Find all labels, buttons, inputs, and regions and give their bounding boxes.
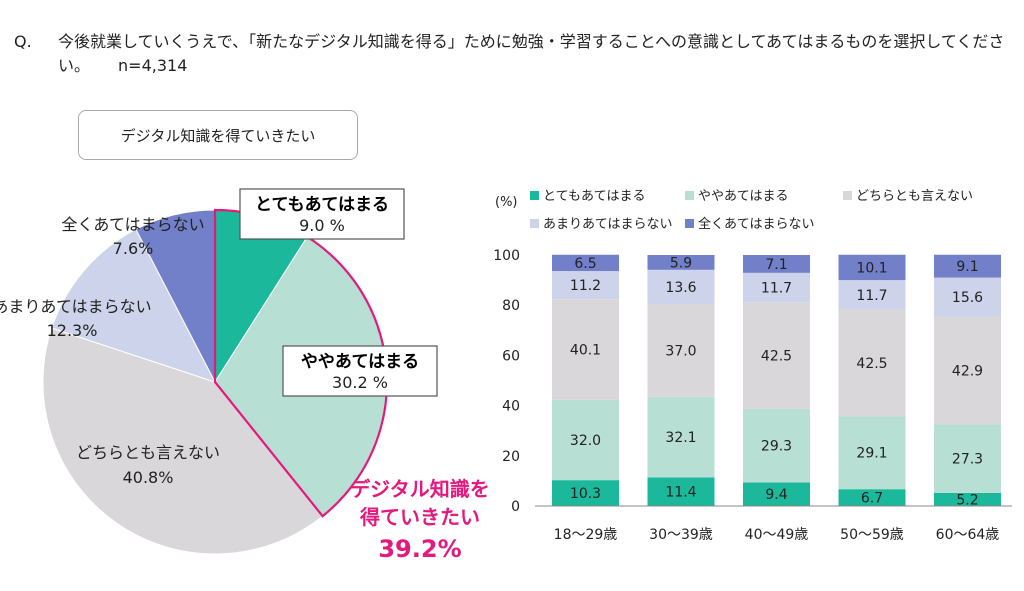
pie-value-label-neither: 40.8% [123, 468, 174, 487]
legend-label-very: とてもあてはまる [543, 189, 645, 204]
question-body: 今後就業していくうえで、「新たなデジタル知識を得る」ために勉強・学習することへの… [58, 32, 1005, 75]
bar-segment-not-at-all [838, 254, 906, 281]
bar-segment-somewhat [552, 399, 619, 481]
bar-segment-not-much [838, 280, 906, 310]
x-category-label: 18～29歳 [554, 527, 618, 543]
bar-segment-not-at-all [647, 255, 715, 270]
bar-value-label: 6.7 [861, 491, 883, 507]
bar-segment-not-much [743, 272, 810, 303]
bar-value-label: 37.0 [665, 343, 696, 359]
pie-slice-neither [42, 327, 324, 555]
bar-segment-neither [647, 303, 715, 397]
chart-unit-label: (%) [495, 195, 518, 210]
legend-label-somewhat: ややあてはまる [698, 189, 788, 204]
bar-segment-not-at-all [552, 254, 619, 272]
bar-value-label: 9.4 [765, 487, 787, 503]
y-tick-label: 40 [502, 399, 520, 415]
pie-slice-not-much [51, 228, 217, 383]
bar-value-label: 42.5 [761, 349, 792, 365]
pie-label-box-very [239, 188, 405, 240]
bar-segment-somewhat [838, 416, 906, 490]
bar-value-label: 11.7 [761, 281, 792, 297]
pie-category-label-not-much: あまりあてはまらない [0, 297, 152, 316]
bar-value-label: 15.6 [952, 290, 983, 306]
pie-category-label-neither: どちらとも言えない [76, 443, 220, 462]
bar-segment-very [647, 477, 715, 506]
pie-value-label-not-at-all: 7.6% [113, 239, 154, 258]
bar-value-label: 10.3 [570, 486, 601, 502]
bar-value-label: 7.1 [765, 257, 787, 273]
bar-segment-neither [743, 302, 810, 409]
legend-swatch-somewhat [685, 191, 694, 200]
bar-value-label: 40.1 [570, 343, 601, 359]
x-category-label: 40～49歳 [745, 527, 809, 543]
question-label: Q. [14, 32, 32, 51]
bar-value-label: 10.1 [856, 260, 887, 276]
legend-swatch-very [530, 191, 539, 200]
legend-label-neither: どちらとも言えない [856, 189, 973, 204]
sample-size: n=4,314 [118, 56, 188, 75]
bar-segment-not-at-all [743, 255, 810, 273]
bar-segment-very [743, 482, 810, 506]
y-tick-label: 0 [511, 499, 520, 515]
pie-category-label-not-at-all: 全くあてはまらない [61, 215, 204, 234]
pie-category-label-somewhat: ややあてはまる [301, 352, 419, 372]
subtitle: デジタル知識を得ていきたい [120, 126, 316, 145]
bar-segment-very [838, 489, 906, 506]
pie-value-label-not-much: 12.3% [47, 321, 98, 340]
question-text: 今後就業していくうえで、「新たなデジタル知識を得る」ために勉強・学習することへの… [58, 30, 1008, 78]
legend-label-not-much: あまりあてはまらない [543, 217, 672, 232]
bar-value-label: 27.3 [952, 452, 983, 468]
y-tick-label: 20 [502, 449, 520, 465]
bar-segment-not-at-all [934, 254, 1001, 278]
bar-segment-not-much [647, 269, 715, 304]
legend-label-not-at-all: 全くあてはまらない [698, 216, 814, 232]
bar-value-label: 11.7 [856, 288, 887, 304]
y-tick-label: 80 [502, 298, 520, 314]
bar-segment-not-much [934, 277, 1001, 317]
bar-segment-neither [552, 299, 619, 400]
bar-value-label: 29.1 [856, 446, 887, 462]
bar-segment-neither [838, 309, 906, 417]
bar-value-label: 5.9 [670, 255, 692, 271]
x-category-label: 50～59歳 [840, 527, 904, 543]
bar-segment-somewhat [934, 424, 1001, 493]
pie-value-label-somewhat: 30.2 % [332, 373, 388, 392]
legend-swatch-not-at-all [685, 219, 694, 228]
bar-segment-somewhat [743, 408, 810, 483]
legend-swatch-neither [843, 191, 852, 200]
bar-value-label: 32.1 [665, 430, 696, 446]
legend-swatch-not-much [530, 219, 539, 228]
pie-label-box-somewhat [282, 345, 438, 397]
bar-value-label: 11.4 [665, 485, 696, 501]
bar-value-label: 32.0 [570, 433, 601, 449]
bar-segment-very [934, 492, 1001, 506]
callout-value: 39.2% [378, 535, 461, 563]
bar-segment-very [552, 480, 619, 506]
bar-value-label: 13.6 [665, 280, 696, 296]
bar-value-label: 42.5 [856, 356, 887, 372]
pie-value-label-very: 9.0 % [299, 216, 345, 235]
bar-segment-neither [934, 316, 1001, 425]
x-category-label: 30～39歳 [649, 527, 713, 543]
pie-category-label-very: とてもあてはまる [255, 195, 389, 215]
callout-line-1: デジタル知識を [350, 477, 490, 501]
subtitle-box: デジタル知識を得ていきたい [78, 110, 358, 160]
y-tick-label: 100 [493, 248, 520, 264]
callout-line-2: 得ていきたい [359, 505, 480, 529]
bar-segment-somewhat [647, 396, 715, 478]
bar-segment-not-much [552, 271, 619, 300]
bar-value-label: 11.2 [570, 278, 601, 294]
bar-value-label: 29.3 [761, 439, 792, 455]
bar-value-label: 42.9 [952, 364, 983, 380]
bar-value-label: 9.1 [956, 259, 978, 275]
bar-value-label: 6.5 [574, 256, 596, 272]
x-category-label: 60～64歳 [936, 527, 1000, 543]
bar-value-label: 5.2 [956, 492, 978, 508]
y-tick-label: 60 [502, 348, 520, 364]
